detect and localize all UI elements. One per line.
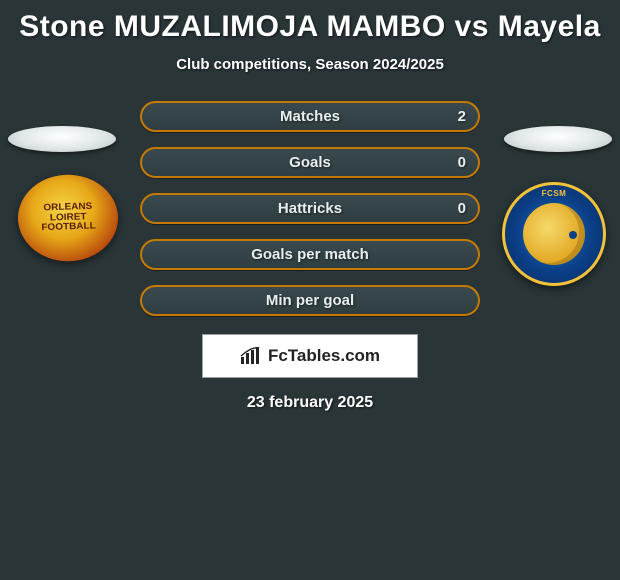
stat-value-right: 2 [458,108,466,125]
crest-left-line3: FOOTBALL [41,222,96,234]
stat-label: Goals per match [251,246,369,263]
date-text: 23 february 2025 [0,394,620,412]
stat-label: Hattricks [278,200,342,217]
crest-right-ring-text: FCSM [505,189,603,198]
flag-ellipse-left [8,126,116,152]
stat-value-right: 0 [458,154,466,171]
stat-bar-min-per-goal: Min per goal [140,285,480,316]
club-crest-right: FCSM [502,182,606,286]
stat-bar-hattricks: Hattricks 0 [140,193,480,224]
stat-value-right: 0 [458,200,466,217]
bar-chart-icon [240,347,262,365]
stat-label: Matches [280,108,340,125]
stat-bar-goals: Goals 0 [140,147,480,178]
brand-label: FcTables.com [268,346,380,366]
flag-ellipse-right [504,126,612,152]
club-crest-left: ORLEANS LOIRET FOOTBALL [18,175,118,261]
stat-bar-goals-per-match: Goals per match [140,239,480,270]
lion-icon [523,203,585,265]
stat-label: Min per goal [266,292,354,309]
stats-bars: Matches 2 Goals 0 Hattricks 0 Goals per … [140,101,480,316]
stat-bar-matches: Matches 2 [140,101,480,132]
subtitle: Club competitions, Season 2024/2025 [0,56,620,73]
brand-logo: FcTables.com [202,334,418,378]
stat-label: Goals [289,154,331,171]
page-title: Stone MUZALIMOJA MAMBO vs Mayela [0,0,620,44]
